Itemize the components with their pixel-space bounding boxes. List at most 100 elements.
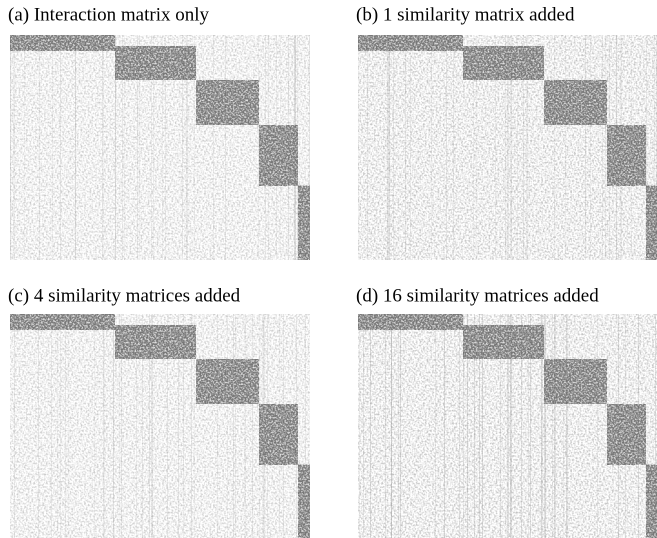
panel-caption: (c) 4 similarity matrices added [8, 285, 241, 306]
matrix-streak [393, 35, 394, 260]
matrix-streak [252, 314, 253, 538]
matrix-streak [191, 314, 192, 538]
matrix-streak [187, 35, 188, 260]
matrix-streak [410, 35, 411, 260]
matrix-streak [473, 35, 474, 260]
matrix-streak [139, 35, 140, 260]
matrix-streak [235, 314, 236, 538]
matrix-streak [511, 35, 512, 260]
matrix-block [358, 314, 463, 330]
matrix-block [607, 404, 646, 465]
matrix-block [544, 80, 607, 125]
matrix-streak [136, 314, 137, 538]
matrix-streak [24, 35, 25, 260]
matrix-streak [104, 314, 105, 538]
matrix-streak [213, 35, 214, 260]
matrix-streak [391, 314, 392, 538]
matrix-streak [507, 35, 508, 260]
matrix-streak [554, 314, 555, 538]
matrix-block [115, 325, 196, 359]
panel-caption: (b) 1 similarity matrix added [356, 4, 575, 25]
matrix-streak [566, 314, 567, 538]
matrix-streak [605, 35, 606, 260]
matrix-streak [510, 35, 511, 260]
matrix-streak [479, 314, 480, 538]
matrix-streak [467, 314, 468, 538]
matrix-streak [363, 314, 364, 538]
matrix-streak [510, 314, 511, 538]
matrix-streak [245, 314, 246, 538]
matrix-streak [474, 314, 475, 538]
matrix-streak [65, 314, 66, 538]
matrix-streak [10, 35, 11, 260]
matrix-image [358, 314, 657, 538]
matrix-block [646, 464, 657, 538]
matrix-streak [60, 314, 61, 538]
matrix-streak [585, 35, 586, 260]
matrix-streak [244, 314, 245, 538]
matrix-streak [75, 35, 76, 260]
matrix-block [259, 404, 298, 465]
matrix-block [115, 46, 196, 80]
matrix-streak [57, 314, 58, 538]
matrix-streak [565, 35, 566, 260]
matrix-streak [149, 314, 150, 538]
matrix-streak [10, 35, 11, 260]
matrix-streak [391, 314, 392, 538]
matrix-streak [563, 314, 564, 538]
matrix-streak [151, 35, 152, 260]
matrix-streak [517, 35, 518, 260]
matrix-streak [459, 314, 460, 538]
matrix-streak [505, 35, 506, 260]
matrix-image [358, 35, 657, 260]
matrix-block [196, 80, 259, 125]
matrix-streak [542, 314, 543, 538]
matrix-streak [217, 314, 218, 538]
matrix-streak [554, 35, 555, 260]
matrix-streak [507, 314, 508, 538]
matrix-streak [545, 314, 546, 538]
matrix-block [298, 185, 310, 260]
matrix-block [196, 359, 259, 404]
matrix-streak [68, 314, 69, 538]
matrix-streak [387, 35, 388, 260]
matrix-streak [115, 35, 116, 260]
matrix-block [358, 35, 463, 51]
matrix-streak [152, 314, 153, 538]
matrix-streak [385, 314, 386, 538]
matrix-streak [38, 314, 39, 538]
matrix-streak [552, 314, 553, 538]
matrix-streak [567, 314, 568, 538]
matrix-streak [225, 35, 226, 260]
matrix-streak [165, 35, 166, 260]
matrix-block [607, 125, 646, 186]
matrix-streak [446, 35, 447, 260]
matrix-streak [444, 314, 445, 538]
matrix-streak [526, 35, 527, 260]
matrix-streak [258, 35, 259, 260]
matrix-streak [400, 314, 401, 538]
matrix-streak [142, 314, 143, 538]
matrix-streak [113, 314, 114, 538]
matrix-streak [389, 35, 390, 260]
matrix-streak [151, 314, 152, 538]
matrix-block [646, 185, 657, 260]
matrix-streak [60, 35, 61, 260]
matrix-streak [102, 35, 103, 260]
matrix-streak [655, 314, 656, 538]
matrix-streak [500, 314, 501, 538]
matrix-streak [482, 314, 483, 538]
matrix-streak [388, 35, 389, 260]
matrix-block [10, 314, 115, 330]
matrix-streak [453, 35, 454, 260]
matrix-streak [115, 35, 116, 260]
matrix-streak [194, 314, 195, 538]
matrix-streak [113, 314, 114, 538]
matrix-streak [544, 314, 545, 538]
matrix-streak [124, 35, 125, 260]
matrix-streak [153, 35, 154, 260]
matrix-streak [75, 35, 76, 260]
matrix-block [259, 125, 298, 186]
matrix-streak [162, 35, 163, 260]
